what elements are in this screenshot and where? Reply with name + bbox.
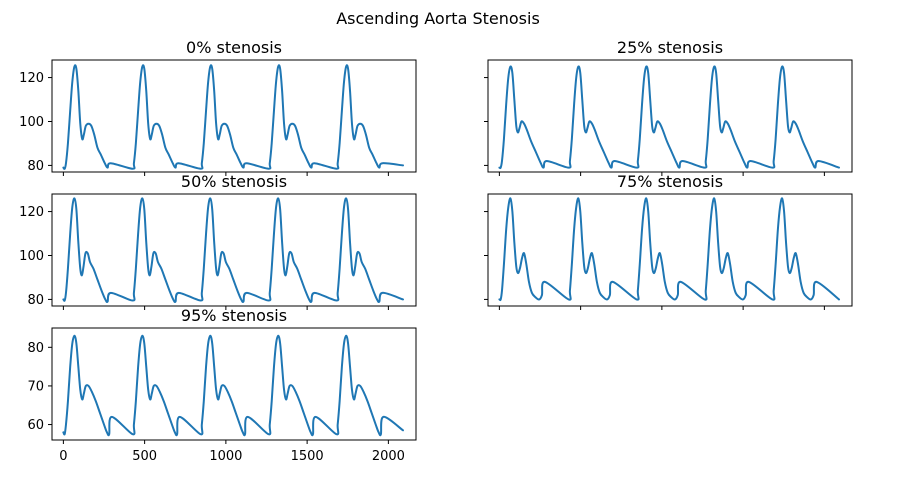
subplot-title: 0% stenosis — [186, 38, 282, 57]
axes-frame — [51, 327, 417, 441]
figure-title: Ascending Aorta Stenosis — [336, 9, 540, 28]
y-tick-label: 80 — [27, 293, 44, 308]
subplot-1: 25% stenosis — [484, 38, 853, 176]
series-line — [62, 334, 404, 437]
series-line — [62, 197, 404, 303]
subplot-title: 50% stenosis — [181, 172, 287, 191]
subplot-0: 0% stenosis 80 100 120 — [19, 38, 417, 176]
axes-frame — [487, 59, 853, 173]
x-tick-label: 1000 — [209, 449, 242, 464]
y-tick-label: 100 — [19, 249, 44, 264]
y-tick-label: 100 — [19, 115, 44, 130]
series-line — [498, 65, 840, 170]
axes-frame — [487, 193, 853, 307]
y-tick-label: 60 — [27, 418, 44, 433]
y-tick-label: 70 — [27, 379, 44, 394]
subplot-title: 25% stenosis — [617, 38, 723, 57]
axes-layer: 0% stenosis 80 100 120 25% stenosis 50% steno… — [19, 38, 853, 464]
y-tick-label: 80 — [27, 341, 44, 356]
x-tick-label: 1500 — [291, 449, 324, 464]
y-tick-label: 80 — [27, 159, 44, 174]
axes-frame — [51, 59, 417, 173]
subplot-title: 95% stenosis — [181, 306, 287, 325]
subplot-4: 95% stenosis 0 500 1000 1500 2000 60 70 80 — [27, 306, 417, 464]
subplot-title: 75% stenosis — [617, 172, 723, 191]
series-line — [62, 64, 404, 170]
y-tick-label: 120 — [19, 71, 44, 86]
x-tick-label: 500 — [132, 449, 157, 464]
axes-frame — [51, 193, 417, 307]
x-tick-label: 0 — [59, 449, 67, 464]
series-line — [498, 197, 840, 302]
subplot-3: 75% stenosis — [484, 172, 853, 310]
x-tick-label: 2000 — [372, 449, 405, 464]
subplot-2: 50% stenosis 80 100 120 — [19, 172, 417, 310]
y-tick-label: 120 — [19, 205, 44, 220]
